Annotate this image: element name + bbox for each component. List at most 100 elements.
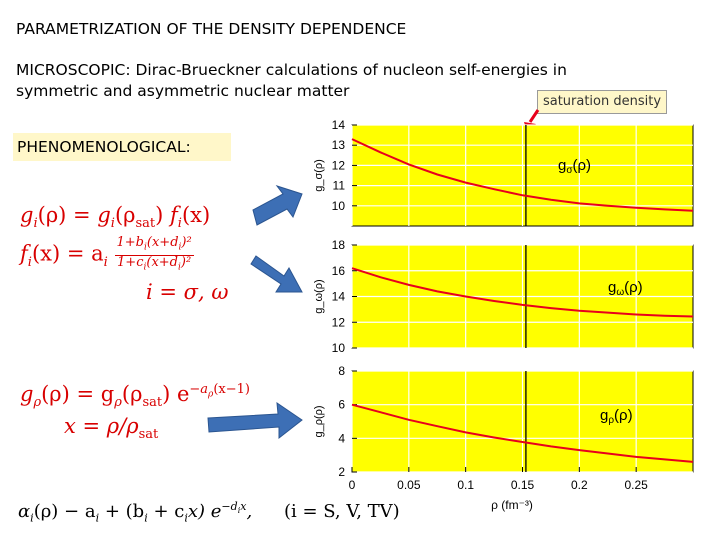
eq2-den-sub: i <box>143 262 147 273</box>
eq1-rhs: g <box>97 203 111 227</box>
xtick-label-1: 0.05 <box>397 478 421 492</box>
eq6-comma: , <box>246 501 253 522</box>
panel-0-series-line <box>351 138 694 212</box>
equation-index-range: i = σ, ω <box>146 280 229 304</box>
eq2-num-sub: i <box>144 242 147 253</box>
panel-0-ytick-label-0: 10 <box>332 199 346 213</box>
eq1-sub: i <box>33 216 38 232</box>
xtick-label-0: 0 <box>349 478 356 492</box>
panel-0-ytick-label-1: 11 <box>333 179 346 193</box>
panel-1-ytick-label-1: 12 <box>332 315 346 329</box>
equation-coupling-density: gi(ρ) = gi(ρsat) fi(x) <box>20 203 210 231</box>
eq2-sub: i <box>27 254 32 270</box>
panel-2-annotation: gρ(ρ) <box>600 407 633 426</box>
eq1-rarg-post: ) <box>155 203 171 227</box>
eq4-exp-rest: (x−1) <box>213 382 250 397</box>
xtick-label-5: 0.25 <box>624 478 648 492</box>
eq1-f: f <box>170 203 178 227</box>
eq4-rsub: ρ <box>114 395 122 411</box>
eq1-lhs: g <box>20 203 34 227</box>
eq4-lhs: g <box>20 382 34 406</box>
microscopic-text-line2: symmetric and asymmetric nuclear matter <box>16 82 350 100</box>
panel-2-ytick-label-2: 6 <box>338 398 345 412</box>
xtick-label-2: 0.1 <box>457 478 474 492</box>
eq1-sat: sat <box>135 216 156 232</box>
eq2-num-sub2: i <box>178 242 182 253</box>
arrow-to-rho-panel <box>207 401 303 440</box>
arrow-to-sigma-panel <box>252 185 303 226</box>
panel-1-ytick-label-0: 10 <box>332 341 346 355</box>
panel-1-ylabel: g_ω(ρ) <box>313 279 325 313</box>
eq6-x: x) e <box>187 501 222 522</box>
panel-2-ytick-label-1: 4 <box>338 431 345 445</box>
eq6-alpha: α <box>18 501 31 522</box>
eq1-rsub: i <box>110 216 115 232</box>
equation-x-definition: x = ρ/ρsat <box>64 414 158 442</box>
phenomenological-label: PHENOMENOLOGICAL: <box>13 133 231 161</box>
eq2-num-end: )² <box>181 235 192 250</box>
eq2-den: 1+c <box>117 254 144 270</box>
eq2-num-rest: (x+d <box>146 235 179 250</box>
equation-f-function: fi(x) = ai 1+bi(x+di)² 1+ci(x+di)² <box>20 236 194 274</box>
eq2-asub: i <box>103 254 108 270</box>
panel-2-series-line <box>351 403 694 463</box>
eq6-bsub: i <box>144 511 148 525</box>
eq2-denominator: 1+ci(x+di)² <box>115 254 194 275</box>
eq1-arg: (ρ) = <box>37 203 98 227</box>
panel-0-ylabel: g_σ(ρ) <box>313 159 325 192</box>
eq2-arg: (x) = a <box>31 241 104 266</box>
panel-2-ylabel: g_ρ(ρ) <box>313 405 325 437</box>
eq6-mid: (ρ) − a <box>33 501 96 522</box>
eq2-den-sub2: i <box>178 262 181 273</box>
eq6-asub2: i <box>95 511 100 525</box>
eq5-sat: sat <box>138 427 159 443</box>
eq4-rarg: (ρ <box>121 382 143 406</box>
eq1-rarg: (ρ <box>114 203 136 227</box>
panel-0-ytick-label-2: 12 <box>332 158 346 172</box>
eq6-plus2: + c <box>147 501 185 522</box>
eq6-csub: i <box>184 511 188 525</box>
equation-rho-coupling: gρ(ρ) = gρ(ρsat) e−aρ(x−1) <box>20 382 250 410</box>
page-title: PARAMETRIZATION OF THE DENSITY DEPENDENC… <box>16 20 407 38</box>
eq4-exp-sub: ρ <box>208 389 214 400</box>
eq1-farg: (x) <box>181 203 211 227</box>
eq4-sub: ρ <box>33 395 42 411</box>
microscopic-text-line1: Dirac-Brueckner calculations of nucleon … <box>135 61 567 79</box>
panel-0-ytick-label-3: 13 <box>332 138 346 152</box>
panel-1-ytick-label-4: 18 <box>332 238 346 252</box>
arrow-to-omega-panel <box>250 255 303 293</box>
eq4-exp: −a <box>189 382 209 397</box>
eq4-sat: sat <box>142 395 163 411</box>
xtick-label-4: 0.2 <box>571 478 588 492</box>
eq2-numerator: 1+bi(x+di)² <box>114 235 194 256</box>
eq1-fsub: i <box>177 216 182 232</box>
eq6-exp-sub: i <box>237 506 241 516</box>
eq2-den-rest: (x+d <box>146 254 178 270</box>
eq2-fraction: 1+bi(x+di)² 1+ci(x+di)² <box>114 235 194 275</box>
microscopic-label: MICROSCOPIC: <box>16 61 131 79</box>
eq4-rest: ) e <box>162 382 190 406</box>
eq6-exp-x: x <box>240 500 247 513</box>
microscopic-description: MICROSCOPIC: Dirac-Brueckner calculation… <box>16 60 567 102</box>
panel-1-series-line <box>351 267 694 318</box>
eq5-text: x = ρ/ρ <box>64 414 139 438</box>
eq6-asub: i <box>30 511 34 525</box>
eq2-den-end: )² <box>180 254 192 270</box>
panel-0-ytick-label-4: 14 <box>332 118 346 132</box>
eq2-lhs: f <box>20 241 28 266</box>
eq6-exp: −d <box>221 500 238 513</box>
xtick-label-3: 0.15 <box>511 478 535 492</box>
saturation-density-label: saturation density <box>537 90 667 114</box>
eq4-arg: (ρ) = g <box>41 382 115 406</box>
panel-2-ytick-label-0: 2 <box>338 465 345 479</box>
eq2-num: 1+b <box>116 235 145 250</box>
eq6-condition: (i = S, V, TV) <box>283 501 400 522</box>
x-axis-label: ρ (fm⁻³) <box>491 498 533 512</box>
panel-1-ytick-label-2: 14 <box>332 290 346 304</box>
eq6-plus: + (b <box>99 501 145 522</box>
panel-1-ytick-label-3: 16 <box>332 264 346 278</box>
equation-alpha: αi(ρ) − ai + (bi + cix) e−dix, (i = S, V… <box>18 500 400 525</box>
saturation-pointer-line <box>528 109 540 123</box>
panel-1-annotation: gω(ρ) <box>608 279 643 298</box>
